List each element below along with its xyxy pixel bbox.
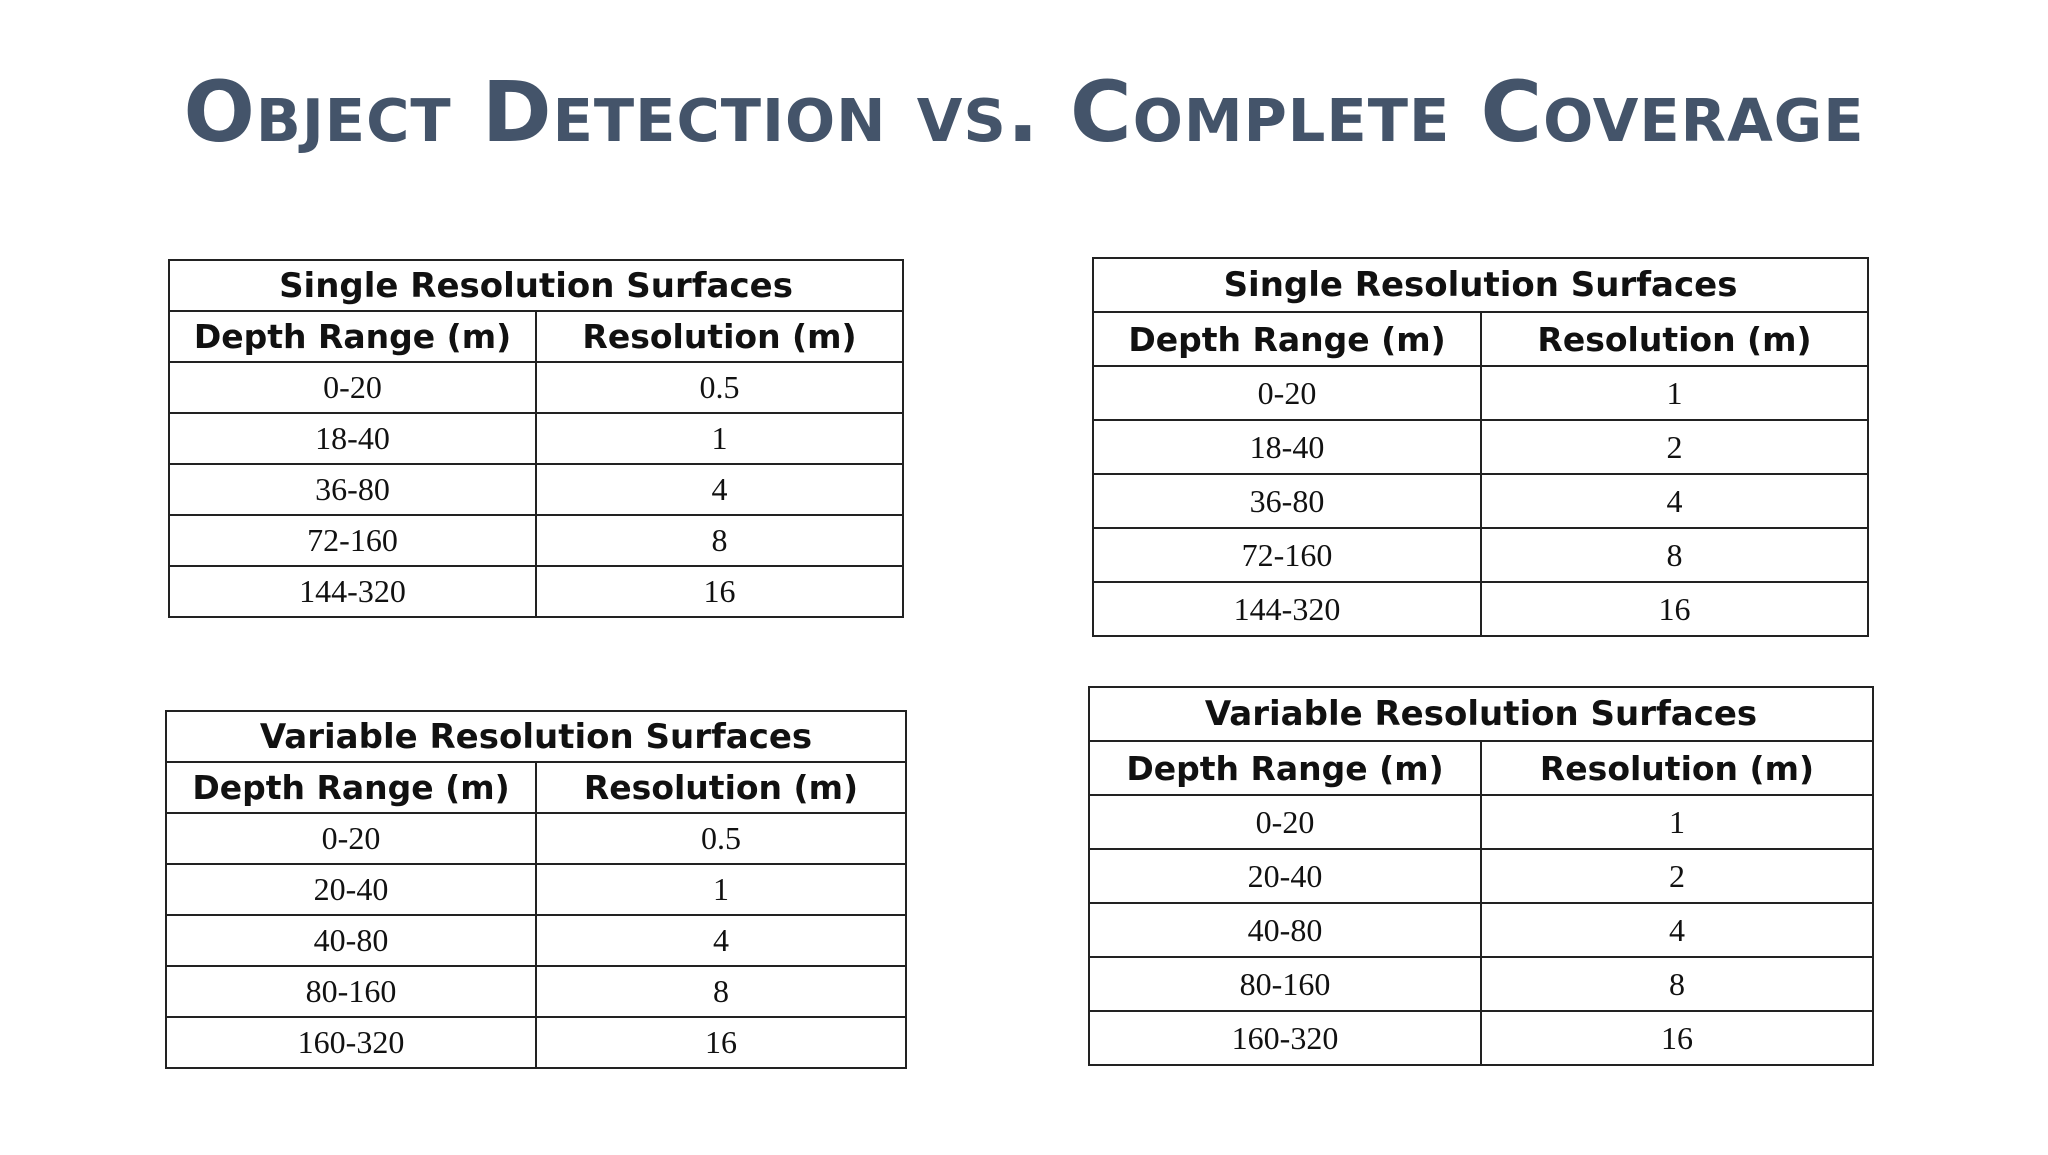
depth-range-cell: 0-20	[1092, 365, 1482, 421]
table-caption: Single Resolution Surfaces	[1091, 257, 1870, 313]
table-caption: Variable Resolution Surfaces	[1088, 686, 1874, 742]
depth-range-cell: 72-160	[1092, 527, 1482, 583]
table-row: 18-40 1	[168, 412, 905, 465]
resolution-cell: 4	[535, 914, 907, 967]
table-row: 160-320 16	[1088, 1010, 1874, 1066]
table-row: 18-40 2	[1092, 419, 1870, 475]
resolution-cell: 0.5	[534, 361, 905, 414]
depth-range-cell: 36-80	[1092, 473, 1482, 529]
depth-range-cell: 40-80	[1088, 902, 1482, 958]
resolution-cell: 8	[1479, 527, 1870, 583]
table-row: 36-80 4	[1092, 473, 1870, 529]
table-header-row: Depth Range (m) Resolution (m)	[168, 310, 905, 363]
depth-range-header: Depth Range (m)	[168, 310, 537, 363]
resolution-cell: 16	[1480, 1010, 1874, 1066]
depth-range-cell: 20-40	[1088, 848, 1482, 904]
table-header-row: Depth Range (m) Resolution (m)	[165, 761, 907, 814]
table-caption-row: Single Resolution Surfaces	[1091, 257, 1870, 313]
table-row: 72-160 8	[168, 514, 905, 567]
resolution-cell: 8	[534, 514, 905, 567]
depth-range-header: Depth Range (m)	[1092, 311, 1482, 367]
depth-range-cell: 160-320	[165, 1016, 537, 1069]
resolution-header: Resolution (m)	[535, 761, 907, 814]
table-caption: Variable Resolution Surfaces	[165, 710, 907, 763]
table-row: 72-160 8	[1092, 527, 1870, 583]
table-header-row: Depth Range (m) Resolution (m)	[1092, 311, 1870, 367]
depth-range-cell: 18-40	[168, 412, 537, 465]
resolution-cell: 1	[1479, 365, 1870, 421]
table-row: 40-80 4	[1088, 902, 1874, 958]
resolution-cell: 16	[535, 1016, 907, 1069]
depth-range-cell: 0-20	[168, 361, 537, 414]
depth-range-cell: 72-160	[168, 514, 537, 567]
table-caption-row: Single Resolution Surfaces	[167, 259, 905, 312]
single-resolution-table-complete-coverage: Single Resolution Surfaces Depth Range (…	[1091, 257, 1870, 637]
resolution-cell: 16	[534, 565, 905, 618]
depth-range-cell: 80-160	[1088, 956, 1482, 1012]
depth-range-cell: 160-320	[1088, 1010, 1482, 1066]
resolution-cell: 1	[1480, 794, 1874, 850]
variable-resolution-table-object-detection: Variable Resolution Surfaces Depth Range…	[165, 710, 907, 1069]
table-caption: Single Resolution Surfaces	[167, 259, 905, 312]
depth-range-cell: 20-40	[165, 863, 537, 916]
depth-range-cell: 144-320	[168, 565, 537, 618]
table-row: 36-80 4	[168, 463, 905, 516]
depth-range-cell: 0-20	[1088, 794, 1482, 850]
table-row: 20-40 1	[165, 863, 907, 916]
variable-resolution-table-complete-coverage: Variable Resolution Surfaces Depth Range…	[1088, 686, 1874, 1066]
resolution-header: Resolution (m)	[1479, 311, 1870, 367]
resolution-cell: 1	[535, 863, 907, 916]
resolution-cell: 2	[1479, 419, 1870, 475]
resolution-header: Resolution (m)	[534, 310, 905, 363]
table-row: 80-160 8	[1088, 956, 1874, 1012]
depth-range-cell: 18-40	[1092, 419, 1482, 475]
table-row: 0-20 0.5	[165, 812, 907, 865]
table-header-row: Depth Range (m) Resolution (m)	[1088, 740, 1874, 796]
depth-range-header: Depth Range (m)	[165, 761, 537, 814]
depth-range-cell: 36-80	[168, 463, 537, 516]
table-row: 0-20 1	[1092, 365, 1870, 421]
resolution-cell: 4	[1479, 473, 1870, 529]
resolution-cell: 1	[534, 412, 905, 465]
table-row: 80-160 8	[165, 965, 907, 1018]
table-row: 20-40 2	[1088, 848, 1874, 904]
table-caption-row: Variable Resolution Surfaces	[1088, 686, 1874, 742]
resolution-cell: 4	[1480, 902, 1874, 958]
table-row: 0-20 1	[1088, 794, 1874, 850]
table-caption-row: Variable Resolution Surfaces	[165, 710, 907, 763]
resolution-header: Resolution (m)	[1480, 740, 1874, 796]
resolution-cell: 8	[535, 965, 907, 1018]
table-row: 160-320 16	[165, 1016, 907, 1069]
single-resolution-table-object-detection: Single Resolution Surfaces Depth Range (…	[167, 259, 905, 618]
depth-range-cell: 0-20	[165, 812, 537, 865]
table-row: 144-320 16	[168, 565, 905, 618]
depth-range-header: Depth Range (m)	[1088, 740, 1482, 796]
slide-title: Object Detection vs. Complete Coverage	[183, 63, 1865, 161]
resolution-cell: 8	[1480, 956, 1874, 1012]
depth-range-cell: 80-160	[165, 965, 537, 1018]
resolution-cell: 2	[1480, 848, 1874, 904]
depth-range-cell: 40-80	[165, 914, 537, 967]
resolution-cell: 4	[534, 463, 905, 516]
resolution-cell: 0.5	[535, 812, 907, 865]
table-row: 40-80 4	[165, 914, 907, 967]
resolution-cell: 16	[1479, 581, 1870, 637]
table-row: 144-320 16	[1092, 581, 1870, 637]
depth-range-cell: 144-320	[1092, 581, 1482, 637]
table-row: 0-20 0.5	[168, 361, 905, 414]
